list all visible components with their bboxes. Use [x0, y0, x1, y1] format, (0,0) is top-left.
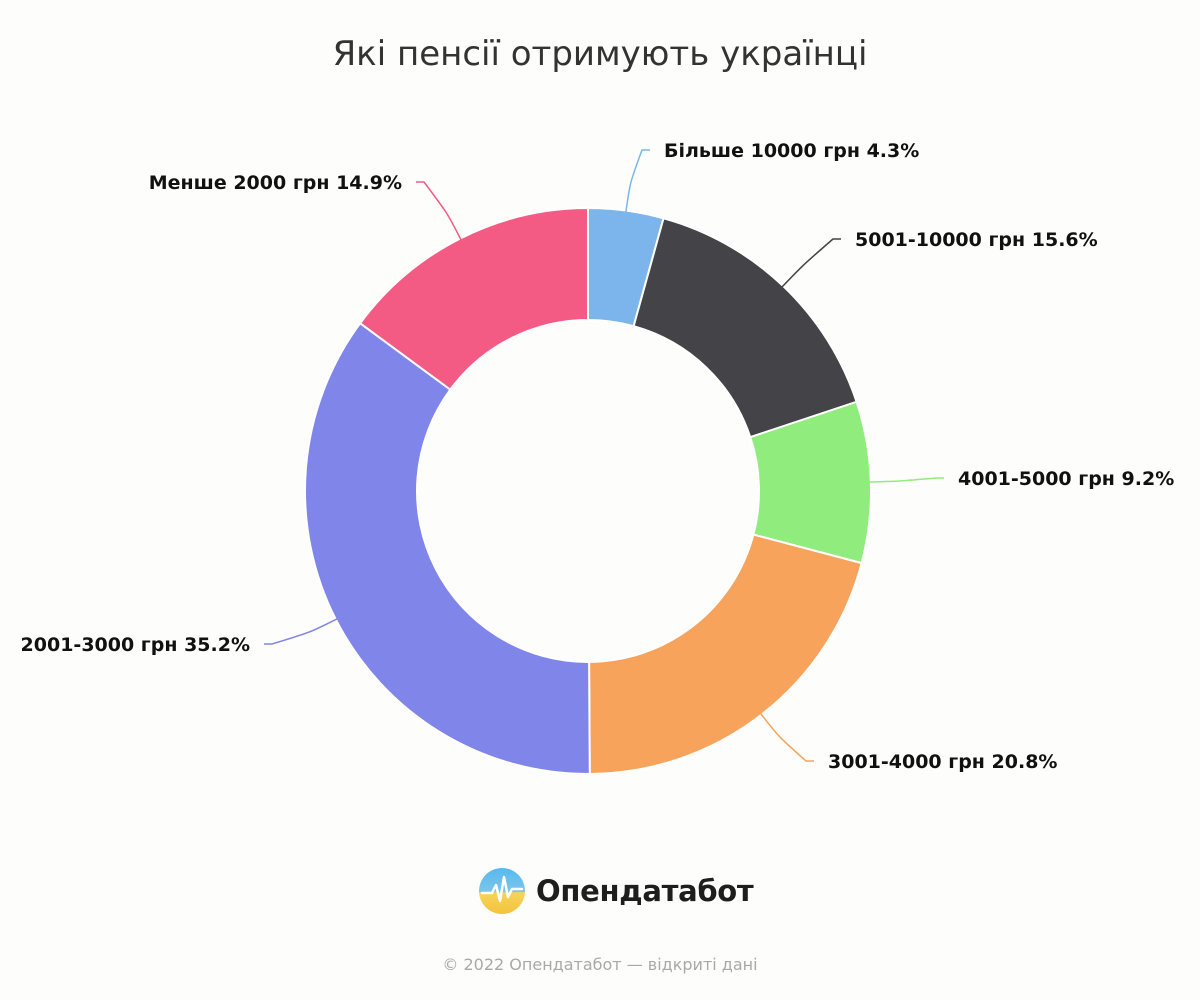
slice-label: 3001-4000 грн 20.8% — [828, 751, 1057, 773]
opendatabot-logo-icon — [479, 868, 525, 914]
chart-title: Які пенсії отримують українці — [332, 34, 868, 74]
slice-connector — [264, 617, 338, 645]
brand-name: Опендатабот — [536, 874, 754, 908]
slice-connector — [416, 181, 462, 241]
slice-connector — [759, 712, 814, 762]
slice-connector — [868, 477, 944, 483]
footer-copyright: © 2022 Опендатабот — відкриті дані — [442, 955, 758, 974]
donut-slice — [588, 533, 863, 776]
slice-connector — [781, 238, 841, 288]
brand-logo: Опендатабот — [478, 866, 754, 916]
slice-label: Більше 10000 грн 4.3% — [664, 140, 919, 162]
donut-slice — [304, 321, 591, 775]
donut-slice — [632, 217, 858, 439]
slice-label: 4001-5000 грн 9.2% — [958, 468, 1174, 490]
slice-connector — [625, 149, 650, 213]
slice-label: Менше 2000 грн 14.9% — [149, 172, 402, 194]
slice-label: 2001-3000 грн 35.2% — [21, 634, 250, 656]
slice-label: 5001-10000 грн 15.6% — [855, 229, 1098, 251]
donut-slice — [358, 206, 589, 392]
